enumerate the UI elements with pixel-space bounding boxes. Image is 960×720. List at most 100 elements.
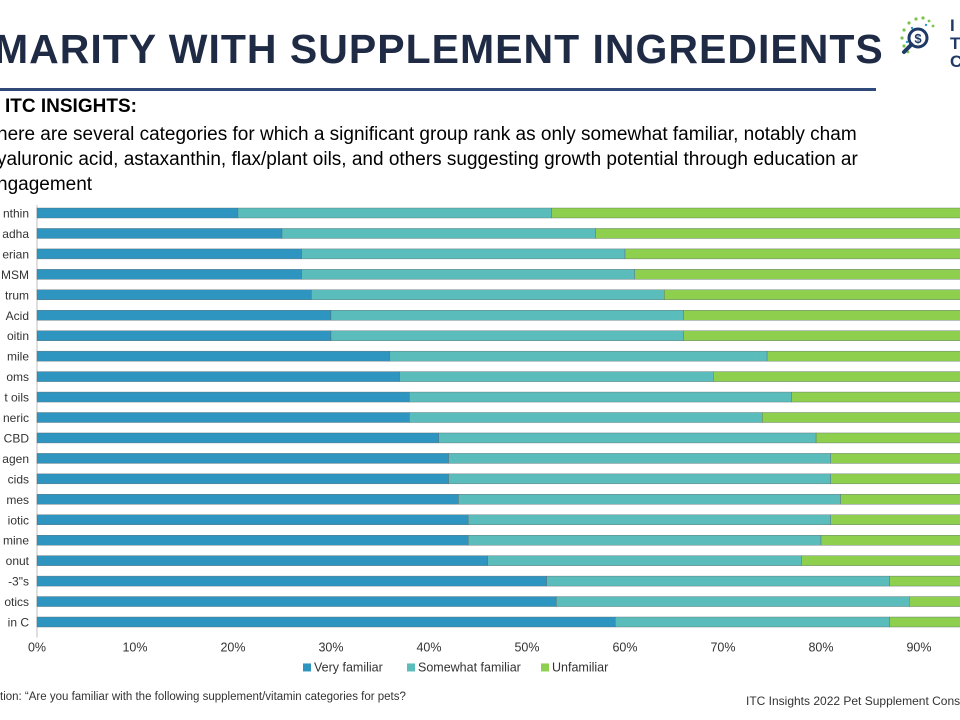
x-tick-label: 50% bbox=[514, 640, 539, 654]
bar-somewhat-familiar bbox=[487, 555, 802, 566]
category-label: CBD bbox=[4, 431, 30, 445]
bar-unfamiliar bbox=[713, 371, 960, 382]
bar-unfamiliar bbox=[683, 330, 960, 341]
x-tick-label: 20% bbox=[220, 640, 245, 654]
x-tick-label: 70% bbox=[710, 640, 735, 654]
insights-line-1: here are several categories for which a … bbox=[0, 124, 857, 145]
x-tick-label: 90% bbox=[906, 640, 931, 654]
legend-swatch bbox=[541, 663, 549, 672]
bar-somewhat-familiar bbox=[468, 514, 832, 525]
bar-unfamiliar bbox=[634, 269, 960, 280]
bar-unfamiliar bbox=[815, 432, 960, 444]
survey-question-note: tion: “Are you familiar with the followi… bbox=[0, 691, 406, 703]
bar-very-familiar bbox=[36, 473, 449, 485]
bar-unfamiliar bbox=[909, 596, 960, 607]
page-title: MARITY WITH SUPPLEMENT INGREDIENTS bbox=[0, 26, 884, 72]
bar-unfamiliar bbox=[595, 228, 960, 239]
bar-somewhat-familiar bbox=[399, 371, 714, 382]
bar-very-familiar bbox=[36, 248, 302, 260]
category-label: in C bbox=[8, 616, 30, 630]
category-label: erian bbox=[2, 247, 29, 261]
logo-letter-c: C bbox=[950, 52, 960, 71]
category-label: oitin bbox=[7, 329, 29, 343]
bar-very-familiar bbox=[36, 330, 332, 341]
bar-somewhat-familiar bbox=[330, 310, 684, 321]
bar-somewhat-familiar bbox=[448, 453, 832, 464]
logo-letter-t: T bbox=[950, 34, 960, 53]
category-label: neric bbox=[3, 411, 29, 425]
bar-somewhat-familiar bbox=[546, 575, 890, 587]
category-label: iotic bbox=[8, 513, 29, 527]
logo-letter-i: I bbox=[950, 16, 955, 35]
category-label: mile bbox=[7, 350, 29, 364]
legend-label: Very familiar bbox=[314, 660, 383, 674]
bar-somewhat-familiar bbox=[409, 391, 792, 403]
bar-somewhat-familiar bbox=[438, 432, 817, 444]
category-label: agen bbox=[2, 452, 29, 466]
bar-very-familiar bbox=[36, 494, 459, 505]
magnifier-dots-logo-icon: $ bbox=[900, 16, 935, 54]
bar-very-familiar bbox=[36, 514, 469, 525]
category-label: -3"s bbox=[8, 575, 29, 589]
bar-unfamiliar bbox=[801, 555, 960, 566]
bar-very-familiar bbox=[36, 350, 390, 362]
insights-text: here are several categories for which a … bbox=[0, 122, 960, 197]
bar-very-familiar bbox=[36, 228, 283, 239]
bar-very-familiar bbox=[36, 207, 239, 219]
x-tick-label: 0% bbox=[28, 640, 46, 654]
x-tick-label: 60% bbox=[612, 640, 637, 654]
bar-somewhat-familiar bbox=[281, 228, 596, 239]
category-label: onut bbox=[6, 554, 30, 568]
bar-very-familiar bbox=[36, 616, 616, 628]
stacked-bar-chart: nthin adha erian MSM trum Acid oitin mile oms t o… bbox=[1, 205, 960, 674]
legend-swatch bbox=[407, 663, 415, 672]
x-tick-label: 10% bbox=[122, 640, 147, 654]
svg-text:$: $ bbox=[914, 31, 922, 46]
legend-label: Unfamiliar bbox=[552, 660, 608, 674]
category-label: mes bbox=[6, 493, 29, 507]
bar-somewhat-familiar bbox=[301, 248, 626, 260]
bar-unfamiliar bbox=[762, 412, 960, 423]
bar-somewhat-familiar bbox=[615, 616, 890, 628]
bar-somewhat-familiar bbox=[556, 596, 910, 607]
insights-line-2: yaluronic acid, astaxanthin, flax/plant … bbox=[0, 149, 858, 170]
category-label: adha bbox=[2, 227, 29, 241]
bar-very-familiar bbox=[36, 596, 557, 607]
bar-very-familiar bbox=[36, 535, 469, 546]
bar-very-familiar bbox=[36, 289, 312, 301]
bar-very-familiar bbox=[36, 269, 302, 280]
category-label: Acid bbox=[6, 309, 29, 323]
insights-line-3: ngagement bbox=[0, 174, 93, 195]
category-label: otics bbox=[4, 595, 29, 609]
category-label: oms bbox=[6, 370, 29, 384]
bar-unfamiliar bbox=[791, 391, 960, 403]
bar-unfamiliar bbox=[840, 494, 960, 505]
legend-label: Somewhat familiar bbox=[418, 660, 521, 674]
x-tick-label: 40% bbox=[416, 640, 441, 654]
source-note: ITC Insights 2022 Pet Supplement Consu bbox=[746, 694, 960, 708]
legend-swatch bbox=[303, 663, 311, 672]
bar-somewhat-familiar bbox=[330, 330, 684, 341]
bar-very-familiar bbox=[36, 391, 410, 403]
bar-unfamiliar bbox=[624, 248, 960, 260]
bar-very-familiar bbox=[36, 453, 449, 464]
category-label: MSM bbox=[1, 268, 29, 282]
bar-unfamiliar bbox=[551, 207, 960, 219]
bar-unfamiliar bbox=[830, 473, 960, 485]
bar-somewhat-familiar bbox=[301, 269, 636, 280]
bar-somewhat-familiar bbox=[468, 535, 822, 546]
bar-unfamiliar bbox=[766, 350, 960, 362]
category-label: t oils bbox=[4, 391, 29, 405]
bar-very-familiar bbox=[36, 371, 400, 382]
category-label: cids bbox=[8, 472, 29, 486]
bar-very-familiar bbox=[36, 310, 332, 321]
bar-somewhat-familiar bbox=[311, 289, 665, 301]
bar-very-familiar bbox=[36, 412, 410, 423]
bar-unfamiliar bbox=[889, 616, 960, 628]
bar-unfamiliar bbox=[683, 310, 960, 321]
bar-very-familiar bbox=[36, 555, 488, 566]
bar-somewhat-familiar bbox=[448, 473, 832, 485]
bar-unfamiliar bbox=[664, 289, 960, 301]
category-label: trum bbox=[5, 288, 29, 302]
bar-somewhat-familiar bbox=[409, 412, 763, 423]
